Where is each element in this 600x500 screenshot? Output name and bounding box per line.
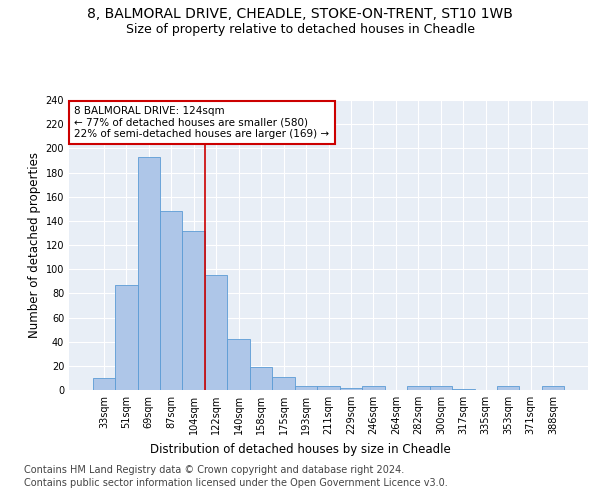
Bar [407,386,430,390]
Text: 8 BALMORAL DRIVE: 124sqm
← 77% of detached houses are smaller (580)
22% of semi-: 8 BALMORAL DRIVE: 124sqm ← 77% of detach… [74,106,329,139]
Bar [205,275,227,390]
Text: Contains public sector information licensed under the Open Government Licence v3: Contains public sector information licen… [24,478,448,488]
Bar [452,389,475,390]
Bar [182,230,205,390]
Bar [115,285,137,390]
Text: 8, BALMORAL DRIVE, CHEADLE, STOKE-ON-TRENT, ST10 1WB: 8, BALMORAL DRIVE, CHEADLE, STOKE-ON-TRE… [87,8,513,22]
Bar [542,386,565,390]
Bar [227,339,250,390]
Bar [272,376,295,390]
Bar [137,157,160,390]
Bar [362,386,385,390]
Bar [430,386,452,390]
Bar [92,378,115,390]
Bar [497,386,520,390]
Text: Contains HM Land Registry data © Crown copyright and database right 2024.: Contains HM Land Registry data © Crown c… [24,465,404,475]
Text: Size of property relative to detached houses in Cheadle: Size of property relative to detached ho… [125,22,475,36]
Bar [295,386,317,390]
Y-axis label: Number of detached properties: Number of detached properties [28,152,41,338]
Bar [250,367,272,390]
Text: Distribution of detached houses by size in Cheadle: Distribution of detached houses by size … [149,442,451,456]
Bar [340,388,362,390]
Bar [160,211,182,390]
Bar [317,386,340,390]
